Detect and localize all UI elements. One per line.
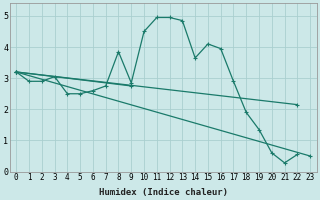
- X-axis label: Humidex (Indice chaleur): Humidex (Indice chaleur): [99, 188, 228, 197]
